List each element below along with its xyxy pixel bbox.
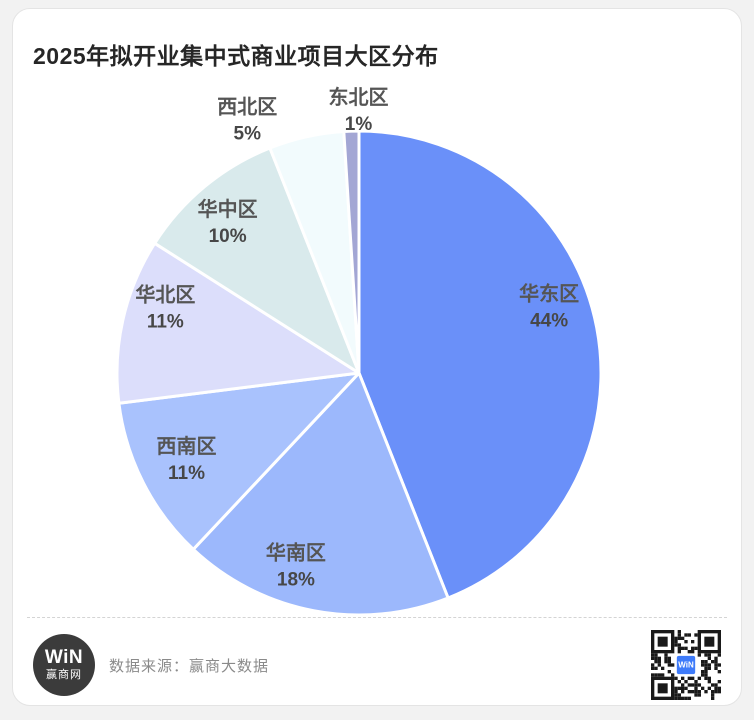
footer-divider	[27, 617, 727, 618]
pie-label-华北区: 华北区 11%	[135, 283, 195, 333]
pie-slice-华北区[interactable]	[115, 241, 361, 405]
chart-card: 2025年拟开业集中式商业项目大区分布 华东区 44% 华南区 18% 西南区 11% 华北…	[12, 8, 742, 706]
svg-text:华中区: 华中区	[198, 197, 258, 221]
pie-slice-华东区[interactable]	[357, 129, 603, 600]
svg-text:5%: 5%	[234, 124, 262, 145]
svg-text:11%: 11%	[168, 463, 205, 484]
pie-slice-华中区[interactable]	[153, 146, 361, 375]
pie-chart[interactable]: 华东区 44% 华南区 18% 西南区 11% 华北区 11% 华中区 10% 西北区 5% 东北区 1%	[13, 85, 743, 617]
svg-text:1%: 1%	[345, 114, 373, 135]
logo-cn-text: 赢商网	[46, 669, 82, 681]
svg-text:10%: 10%	[209, 226, 247, 247]
svg-text:11%: 11%	[147, 312, 184, 333]
svg-text:西南区: 西南区	[157, 435, 217, 458]
footer: WiN 赢商网 数据来源：赢商大数据 WiN	[33, 629, 721, 701]
svg-text:西北区: 西北区	[217, 96, 277, 119]
svg-text:WiN: WiN	[678, 661, 694, 670]
logo-win-text: WiN	[44, 647, 84, 668]
svg-text:华北区: 华北区	[135, 283, 195, 307]
chart-title: 2025年拟开业集中式商业项目大区分布	[33, 43, 439, 69]
svg-text:18%: 18%	[277, 570, 315, 591]
svg-text:东北区: 东北区	[328, 85, 388, 109]
winshang-logo: WiN 赢商网	[33, 634, 95, 696]
svg-text:华东区: 华东区	[519, 282, 579, 306]
pie-slice-东北区[interactable]	[342, 129, 361, 375]
pie-label-东北区: 东北区 1%	[328, 85, 388, 135]
pie-slice-华南区[interactable]	[191, 371, 450, 617]
pie-label-西北区: 西北区 5%	[217, 96, 277, 145]
pie-label-西南区: 西南区 11%	[157, 435, 217, 484]
pie-label-华南区: 华南区 18%	[266, 541, 326, 591]
svg-text:华南区: 华南区	[266, 541, 326, 565]
pie-slice-西南区[interactable]	[117, 371, 361, 551]
qr-code: WiN	[651, 630, 721, 700]
pie-label-华东区: 华东区 44%	[519, 282, 579, 332]
svg-text:44%: 44%	[530, 311, 568, 332]
data-source-text: 数据来源：赢商大数据	[109, 657, 270, 675]
pie-label-华中区: 华中区 10%	[198, 197, 258, 247]
